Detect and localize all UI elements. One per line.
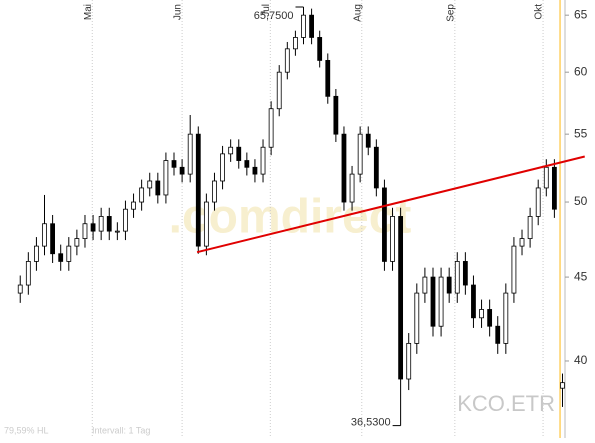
candle-body (495, 325, 501, 344)
footer-left: 79,59% HL (4, 425, 49, 435)
candle-body (123, 208, 128, 232)
candle-body (471, 284, 476, 319)
candle-body (293, 37, 298, 50)
candle-body (260, 146, 266, 175)
candle-body (438, 276, 444, 327)
candle-body (228, 146, 234, 155)
candle-body (42, 223, 47, 247)
high-label: 65,7500 (254, 10, 294, 22)
candle-body (179, 166, 185, 175)
candle-body (543, 166, 549, 189)
candle-body (131, 201, 136, 210)
candle-body (114, 230, 120, 233)
y-tick-label: 45 (574, 269, 588, 283)
y-tick-label: 55 (574, 126, 588, 140)
candle-body (560, 382, 565, 389)
trendline (196, 155, 585, 254)
candle-body (236, 146, 242, 161)
candle-body (187, 133, 193, 175)
x-tick-label: Sep (445, 4, 456, 22)
candle-body (17, 284, 23, 294)
candle-body (535, 187, 541, 217)
candle-body (163, 160, 169, 196)
candle-body (317, 37, 323, 61)
candle-body (155, 180, 161, 196)
candle-body (301, 14, 306, 38)
candle-body (365, 133, 371, 148)
candle-body (349, 173, 355, 203)
candle-body (398, 216, 404, 380)
candle-body (58, 253, 64, 262)
candle-body (50, 223, 56, 255)
candle-body (422, 276, 428, 294)
candle-body (220, 153, 225, 182)
candle-body (406, 342, 412, 380)
candle-body (98, 216, 104, 232)
y-tick-label: 40 (574, 353, 588, 367)
candle-body (309, 14, 314, 38)
candle-body (341, 133, 347, 203)
candle-body (34, 245, 39, 262)
candle-body (276, 71, 282, 110)
candle-body (511, 245, 517, 294)
x-tick-label: Mai (83, 4, 94, 20)
y-tick-label: 50 (574, 194, 588, 208)
candle-body (195, 133, 201, 247)
watermark: .comdirect (169, 191, 412, 244)
y-tick-label: 60 (574, 64, 588, 78)
x-tick-label: Jun (173, 4, 184, 20)
candle-body (66, 245, 72, 262)
candle-body (333, 95, 339, 135)
candle-body (551, 166, 557, 210)
candle-body (430, 276, 436, 327)
candle-body (284, 48, 290, 73)
candle-body (527, 216, 533, 239)
candle-body (90, 223, 96, 232)
footer-interval: Intervall: 1 Tag (92, 425, 150, 435)
y-tick-label: 65 (574, 7, 588, 21)
candle-body (357, 133, 363, 175)
symbol: KCO.ETR (457, 391, 555, 416)
candle-body (414, 292, 420, 344)
candle-body (479, 309, 484, 319)
candle-body (74, 238, 80, 247)
candle-body (212, 180, 217, 203)
candle-body (462, 261, 468, 286)
candle-body (139, 187, 145, 203)
low-label: 36,5300 (351, 417, 391, 429)
candle-body (82, 223, 88, 239)
candle-body (147, 180, 153, 189)
candle-body (503, 292, 509, 344)
candle-body (487, 309, 493, 327)
candle-body (454, 261, 460, 294)
candle-body (244, 160, 250, 168)
candle-body (171, 160, 177, 168)
x-tick-label: Jul (261, 4, 272, 17)
candle-body (25, 261, 31, 286)
candle-body (519, 238, 525, 247)
candle-body (106, 216, 112, 232)
candle-body (382, 187, 387, 262)
candle-body (203, 201, 209, 247)
candle-body (390, 216, 395, 262)
candle-body (373, 146, 379, 189)
candle-body (446, 276, 452, 294)
candle-body (268, 108, 274, 148)
candle-body (252, 166, 258, 175)
x-tick-label: Aug (352, 4, 363, 22)
candle-body (325, 60, 331, 97)
x-tick-label: Okt (534, 4, 545, 20)
